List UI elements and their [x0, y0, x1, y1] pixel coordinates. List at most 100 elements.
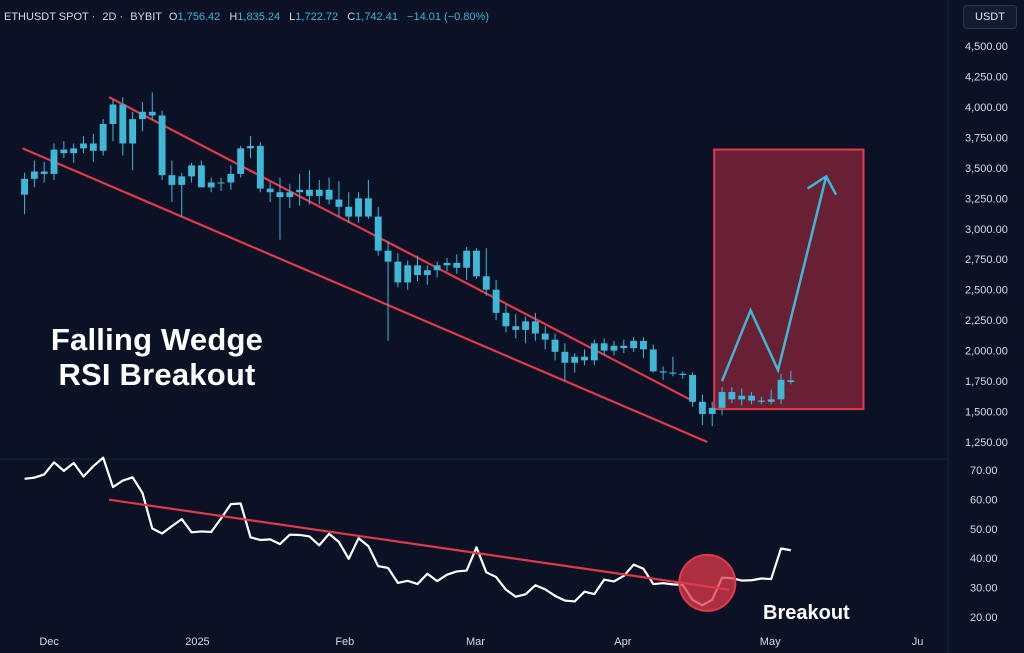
- candle: [561, 343, 569, 382]
- candle-body: [286, 192, 294, 198]
- candle: [423, 265, 431, 285]
- candle-body: [296, 189, 304, 193]
- candle: [335, 181, 343, 217]
- candle: [148, 92, 156, 121]
- price-tick-label: 3,000.00: [965, 224, 1008, 236]
- candle: [355, 192, 363, 223]
- candle: [728, 387, 736, 404]
- candle-body: [492, 289, 500, 313]
- price-tick-label: 2,000.00: [965, 346, 1008, 358]
- candle: [600, 338, 608, 356]
- candle: [178, 172, 186, 217]
- high-label: H: [229, 11, 238, 23]
- symbol-name[interactable]: ETHUSDT SPOT: [4, 11, 89, 23]
- time-tick-label: Dec: [39, 636, 59, 648]
- candle-body: [89, 143, 97, 151]
- candle-body: [178, 176, 186, 185]
- candle-body: [649, 349, 657, 372]
- candle: [659, 366, 667, 380]
- candle-body: [266, 188, 274, 193]
- candle: [227, 165, 235, 190]
- candle-body: [148, 111, 156, 116]
- candle-body: [748, 395, 755, 401]
- candle-body: [325, 189, 333, 200]
- candle: [139, 102, 146, 132]
- wedge-lower-line: [22, 147, 708, 444]
- candle: [748, 392, 755, 405]
- candle: [207, 177, 215, 193]
- candle-body: [738, 395, 746, 400]
- interval-label[interactable]: 2D: [102, 11, 117, 23]
- candle-body: [384, 250, 392, 262]
- projection-arrowhead: [806, 174, 838, 196]
- candle: [757, 396, 765, 405]
- candle: [453, 254, 461, 274]
- candle-body: [40, 171, 48, 174]
- candle-body: [276, 192, 284, 198]
- time-tick-label: 2025: [185, 636, 209, 648]
- rsi-tick-label: 60.00: [970, 494, 998, 506]
- candle-body: [561, 351, 569, 363]
- candle-body: [70, 148, 78, 154]
- candle: [374, 206, 382, 256]
- candle-body: [227, 173, 235, 183]
- candle: [306, 170, 313, 205]
- price-tick-label: 3,750.00: [965, 132, 1008, 144]
- candle: [217, 177, 225, 191]
- candle-body: [708, 407, 716, 414]
- candle: [315, 180, 323, 205]
- candle: [640, 337, 647, 358]
- high-value: 1,835.24: [237, 11, 281, 23]
- candle-body: [640, 340, 647, 350]
- time-tick-label: Ju: [912, 636, 924, 648]
- candle: [60, 141, 68, 159]
- candle: [571, 353, 579, 373]
- candle-body: [50, 149, 58, 174]
- candle-body: [551, 339, 559, 352]
- candle: [492, 279, 500, 321]
- price-tick-label: 2,750.00: [965, 254, 1008, 266]
- candle: [266, 182, 274, 202]
- price-tick-label: 2,250.00: [965, 315, 1008, 327]
- candle-body: [30, 171, 38, 179]
- candle-body: [531, 321, 539, 334]
- candle-body: [119, 104, 127, 144]
- candle: [708, 401, 716, 427]
- candle: [473, 248, 480, 279]
- candle-body: [512, 326, 520, 330]
- candle-body: [443, 262, 451, 266]
- candle: [718, 387, 726, 416]
- candle-body: [168, 175, 176, 185]
- candle: [581, 349, 588, 366]
- low-value: 1,722.72: [295, 11, 339, 23]
- candle: [129, 111, 137, 171]
- rsi-tick-label: 30.00: [970, 583, 998, 595]
- candle-body: [217, 182, 225, 184]
- candle-body: [423, 270, 431, 276]
- candle: [767, 389, 775, 405]
- price-tick-label: 2,500.00: [965, 285, 1008, 297]
- candle-body: [364, 198, 372, 217]
- change-value: −14.01 (−0.80%): [407, 11, 489, 23]
- currency-button[interactable]: USDT: [963, 5, 1017, 29]
- candle: [30, 160, 38, 188]
- candle: [463, 247, 471, 280]
- price-tick-label: 4,500.00: [965, 41, 1008, 53]
- candle: [286, 183, 294, 209]
- candle: [40, 161, 48, 183]
- candle-body: [473, 250, 480, 277]
- candle: [502, 304, 510, 333]
- candle-body: [757, 400, 765, 402]
- candle: [414, 255, 421, 282]
- open-value: 1,756.42: [177, 11, 221, 23]
- price-tick-label: 1,750.00: [965, 376, 1008, 388]
- candle-body: [21, 178, 28, 195]
- candle: [50, 143, 58, 181]
- price-tick-label: 1,250.00: [965, 437, 1008, 449]
- candle: [433, 261, 441, 278]
- candle-body: [158, 115, 166, 176]
- candle: [89, 133, 97, 162]
- candle: [109, 99, 117, 142]
- candle-body: [718, 392, 726, 408]
